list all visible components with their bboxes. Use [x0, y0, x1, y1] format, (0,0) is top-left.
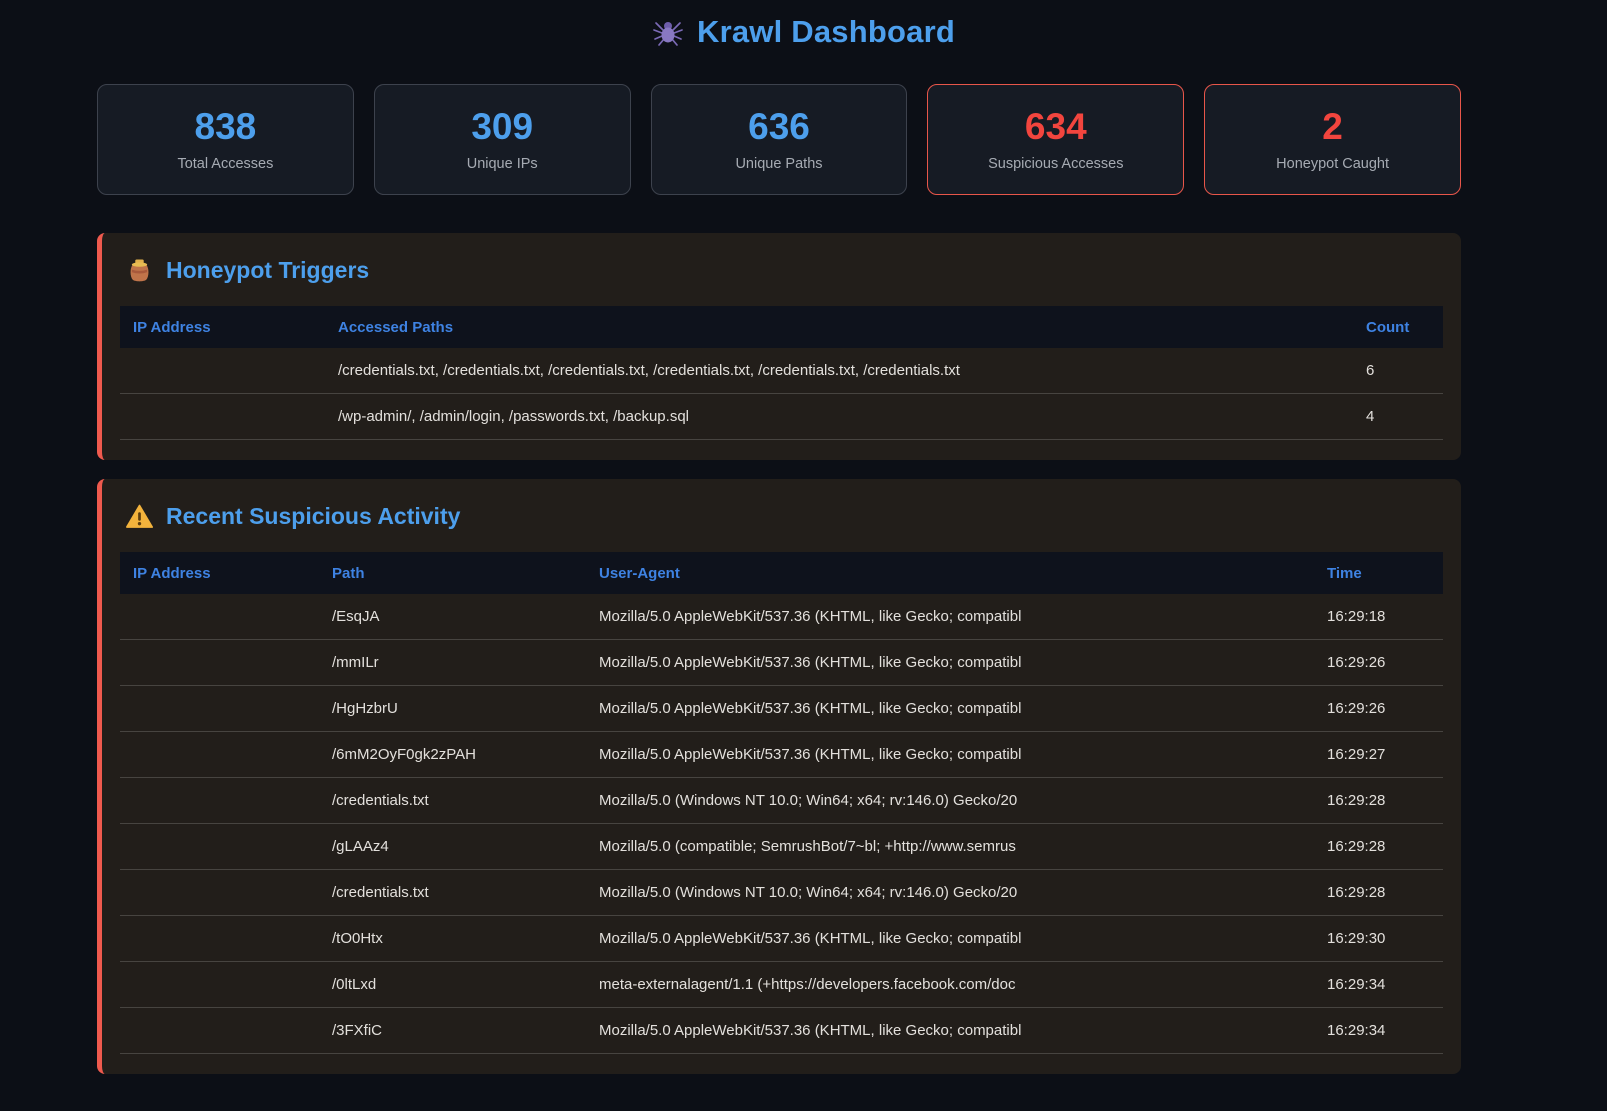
app-header: Krawl Dashboard: [0, 0, 1607, 50]
time-cell: 16:29:26: [1327, 700, 1386, 717]
column-header-time: Time: [1327, 564, 1362, 582]
suspicious-table-row: /tO0Htx Mozilla/5.0 AppleWebKit/537.36 (…: [120, 916, 1443, 962]
stat-label: Total Accesses: [177, 155, 274, 172]
honeypot-panel: Honeypot Triggers IP Address Accessed Pa…: [97, 233, 1461, 460]
path-cell: /3FXfiC: [332, 1022, 383, 1039]
count-cell: 4: [1366, 408, 1375, 425]
path-cell: /HgHzbrU: [332, 700, 398, 717]
time-cell: 16:29:28: [1327, 838, 1386, 855]
suspicious-table-row: /EsqJA Mozilla/5.0 AppleWebKit/537.36 (K…: [120, 594, 1443, 640]
suspicious-table-row: /0ltLxd meta-externalagent/1.1 (+https:/…: [120, 962, 1443, 1008]
stat-card: 2 Honeypot Caught: [1204, 84, 1461, 195]
stat-label: Unique Paths: [735, 155, 823, 172]
user-agent-cell: meta-externalagent/1.1 (+https://develop…: [599, 976, 1016, 993]
suspicious-table-row: /credentials.txt Mozilla/5.0 (Windows NT…: [120, 870, 1443, 916]
suspicious-table: IP Address Path User-Agent Time /EsqJA M…: [120, 552, 1443, 1054]
path-cell: /gLAAz4: [332, 838, 389, 855]
suspicious-panel: Recent Suspicious Activity IP Address Pa…: [97, 479, 1461, 1074]
column-header-ip: IP Address: [133, 318, 211, 336]
honeypot-table-row: /wp-admin/, /admin/login, /passwords.txt…: [120, 394, 1443, 440]
suspicious-table-body: /EsqJA Mozilla/5.0 AppleWebKit/537.36 (K…: [120, 594, 1443, 1054]
column-header-ip: IP Address: [133, 564, 211, 582]
path-cell: /EsqJA: [332, 608, 380, 625]
count-cell: 6: [1366, 362, 1375, 379]
stat-value: 2: [1322, 105, 1343, 147]
stat-card: 636 Unique Paths: [650, 84, 908, 195]
stat-label: Suspicious Accesses: [988, 155, 1124, 172]
stat-label: Honeypot Caught: [1276, 155, 1390, 172]
user-agent-cell: Mozilla/5.0 AppleWebKit/537.36 (KHTML, l…: [599, 930, 1022, 947]
time-cell: 16:29:28: [1327, 792, 1386, 809]
spider-icon: [652, 16, 684, 48]
paths-cell: /credentials.txt, /credentials.txt, /cre…: [338, 362, 960, 379]
stat-card: 309 Unique IPs: [373, 84, 631, 195]
honeypot-table-row: /credentials.txt, /credentials.txt, /cre…: [120, 348, 1443, 394]
suspicious-panel-title: Recent Suspicious Activity: [126, 503, 1443, 530]
time-cell: 16:29:28: [1327, 884, 1386, 901]
stat-value: 838: [194, 105, 257, 147]
stat-card: 634 Suspicious Accesses: [927, 84, 1185, 195]
stats-row: 838 Total Accesses 309 Unique IPs 636 Un…: [97, 84, 1461, 195]
stat-label: Unique IPs: [466, 155, 538, 172]
time-cell: 16:29:34: [1327, 976, 1386, 993]
time-cell: 16:29:27: [1327, 746, 1386, 763]
path-cell: /tO0Htx: [332, 930, 383, 947]
user-agent-cell: Mozilla/5.0 AppleWebKit/537.36 (KHTML, l…: [599, 700, 1022, 717]
stat-card: 838 Total Accesses: [97, 84, 354, 195]
user-agent-cell: Mozilla/5.0 (Windows NT 10.0; Win64; x64…: [599, 792, 1018, 809]
user-agent-cell: Mozilla/5.0 AppleWebKit/537.36 (KHTML, l…: [599, 608, 1022, 625]
page-title: Krawl Dashboard: [697, 14, 955, 49]
stat-value: 634: [1024, 105, 1087, 147]
honeypot-title: Honeypot Triggers: [166, 257, 370, 283]
honeypot-icon: [126, 257, 153, 284]
suspicious-table-header: IP Address Path User-Agent Time: [120, 552, 1443, 594]
time-cell: 16:29:26: [1327, 654, 1386, 671]
suspicious-table-row: /3FXfiC Mozilla/5.0 AppleWebKit/537.36 (…: [120, 1008, 1443, 1054]
user-agent-cell: Mozilla/5.0 AppleWebKit/537.36 (KHTML, l…: [599, 1022, 1022, 1039]
suspicious-table-row: /6mM2OyF0gk2zPAH Mozilla/5.0 AppleWebKit…: [120, 732, 1443, 778]
suspicious-table-row: /mmILr Mozilla/5.0 AppleWebKit/537.36 (K…: [120, 640, 1443, 686]
honeypot-table: IP Address Accessed Paths Count /credent…: [120, 306, 1443, 440]
time-cell: 16:29:34: [1327, 1022, 1386, 1039]
time-cell: 16:29:30: [1327, 930, 1386, 947]
suspicious-table-row: /HgHzbrU Mozilla/5.0 AppleWebKit/537.36 …: [120, 686, 1443, 732]
user-agent-cell: Mozilla/5.0 AppleWebKit/537.36 (KHTML, l…: [599, 654, 1022, 671]
user-agent-cell: Mozilla/5.0 AppleWebKit/537.36 (KHTML, l…: [599, 746, 1022, 763]
column-header-path: Path: [332, 564, 365, 582]
path-cell: /mmILr: [332, 654, 379, 671]
user-agent-cell: Mozilla/5.0 (Windows NT 10.0; Win64; x64…: [599, 884, 1018, 901]
paths-cell: /wp-admin/, /admin/login, /passwords.txt…: [338, 408, 689, 425]
suspicious-table-row: /gLAAz4 Mozilla/5.0 (compatible; Semrush…: [120, 824, 1443, 870]
path-cell: /0ltLxd: [332, 976, 377, 993]
path-cell: /credentials.txt: [332, 792, 429, 809]
column-header-paths: Accessed Paths: [338, 318, 454, 336]
column-header-count: Count: [1366, 318, 1410, 336]
suspicious-table-row: /credentials.txt Mozilla/5.0 (Windows NT…: [120, 778, 1443, 824]
path-cell: /6mM2OyF0gk2zPAH: [332, 746, 476, 763]
user-agent-cell: Mozilla/5.0 (compatible; SemrushBot/7~bl…: [599, 838, 1016, 855]
suspicious-title: Recent Suspicious Activity: [166, 503, 461, 529]
warning-icon: [126, 503, 153, 530]
honeypot-table-body: /credentials.txt, /credentials.txt, /cre…: [120, 348, 1443, 440]
honeypot-table-header: IP Address Accessed Paths Count: [120, 306, 1443, 348]
column-header-user-agent: User-Agent: [599, 564, 680, 582]
stat-value: 636: [748, 105, 810, 147]
time-cell: 16:29:18: [1327, 608, 1386, 625]
honeypot-panel-title: Honeypot Triggers: [126, 257, 1443, 284]
path-cell: /credentials.txt: [332, 884, 429, 901]
stat-value: 309: [471, 105, 534, 147]
